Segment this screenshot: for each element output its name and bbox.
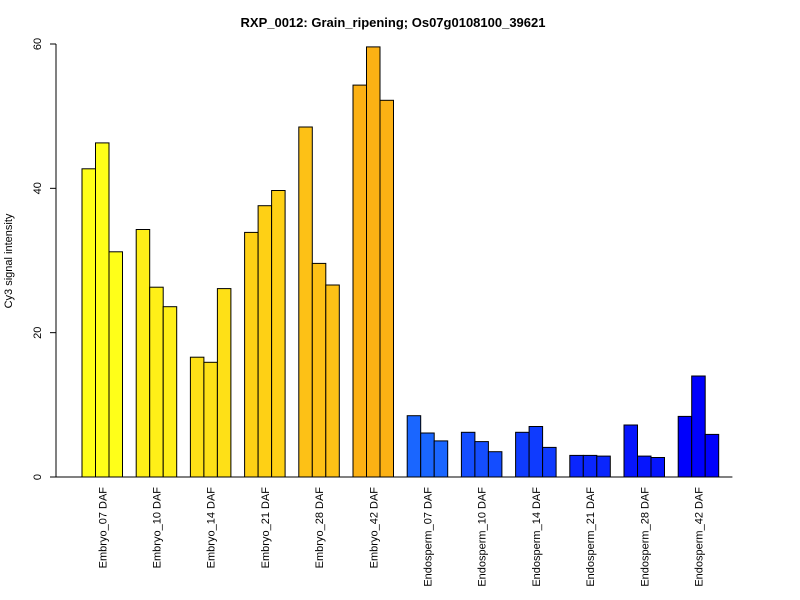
chart-title: RXP_0012: Grain_ripening; Os07g0108100_3… — [241, 15, 546, 30]
bars-group — [81, 46, 720, 478]
bar — [257, 205, 273, 478]
bar — [203, 361, 218, 478]
y-axis-label: Cy3 signal intensity — [3, 213, 15, 308]
bar — [596, 455, 611, 478]
x-tick-label: Embryo_21 DAF — [260, 487, 272, 569]
bar — [298, 126, 313, 478]
bar — [637, 455, 652, 478]
bar — [460, 431, 476, 478]
bar — [406, 415, 422, 478]
bar — [487, 451, 503, 478]
bar — [189, 356, 205, 478]
x-tick-label: Endosperm_07 DAF — [423, 487, 435, 587]
y-tick-label: 40 — [32, 182, 44, 194]
bar — [95, 142, 110, 478]
x-tick-label: Endosperm_28 DAF — [639, 487, 651, 587]
bar — [528, 426, 544, 478]
bar — [623, 424, 638, 478]
y-tick-label: 20 — [32, 327, 44, 339]
y-tick-label: 60 — [32, 38, 44, 50]
x-tick-label: Embryo_28 DAF — [314, 487, 326, 569]
bar — [515, 431, 530, 478]
axes-group: 0 20 40 60 Embryo_07 DAF Embryo_10 DAF Embryo_… — [32, 38, 733, 587]
bar — [569, 454, 584, 478]
bar — [474, 441, 489, 478]
bar — [352, 84, 367, 478]
bar — [691, 375, 706, 478]
bar — [162, 306, 178, 478]
x-tick-label: Endosperm_42 DAF — [694, 487, 706, 587]
bar — [311, 262, 327, 478]
bar — [433, 440, 449, 478]
bar — [650, 457, 665, 478]
y-tick-label: 0 — [32, 474, 44, 480]
bar — [216, 288, 232, 478]
bar — [81, 168, 96, 478]
bar — [108, 251, 123, 478]
bar — [271, 190, 286, 478]
x-tick-label: Embryo_10 DAF — [151, 487, 163, 569]
x-tick-label: Embryo_42 DAF — [368, 487, 380, 569]
bar — [704, 433, 720, 478]
bar — [542, 446, 557, 478]
bar — [582, 454, 598, 478]
bar — [244, 231, 259, 478]
bar — [325, 284, 340, 478]
bar — [149, 286, 164, 478]
bar — [420, 432, 435, 478]
x-tick-label: Endosperm_10 DAF — [477, 487, 489, 587]
bar — [677, 415, 693, 478]
bar — [135, 229, 151, 478]
x-tick-label: Endosperm_21 DAF — [585, 487, 597, 587]
x-tick-label: Embryo_14 DAF — [206, 487, 218, 569]
bar — [379, 99, 394, 478]
x-tick-label: Embryo_07 DAF — [97, 487, 109, 569]
x-tick-label: Endosperm_14 DAF — [531, 487, 543, 587]
bar — [366, 46, 381, 478]
